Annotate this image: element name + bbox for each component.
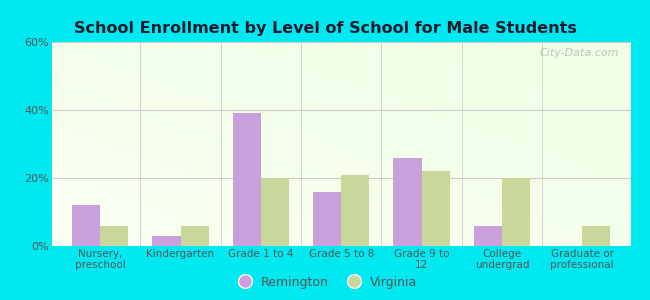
Legend: Remington, Virginia: Remington, Virginia (227, 271, 422, 294)
Bar (422, 171, 450, 246)
Bar (313, 192, 341, 246)
Bar (261, 178, 289, 246)
Bar (341, 175, 369, 246)
Bar (502, 178, 530, 246)
Bar (233, 113, 261, 246)
Bar (181, 226, 209, 246)
Bar (100, 226, 128, 246)
Bar (474, 226, 502, 246)
Text: School Enrollment by Level of School for Male Students: School Enrollment by Level of School for… (73, 21, 577, 36)
Bar (72, 205, 100, 246)
Bar (153, 236, 181, 246)
Bar (582, 226, 610, 246)
Bar (393, 158, 422, 246)
Text: City-Data.com: City-Data.com (540, 48, 619, 58)
